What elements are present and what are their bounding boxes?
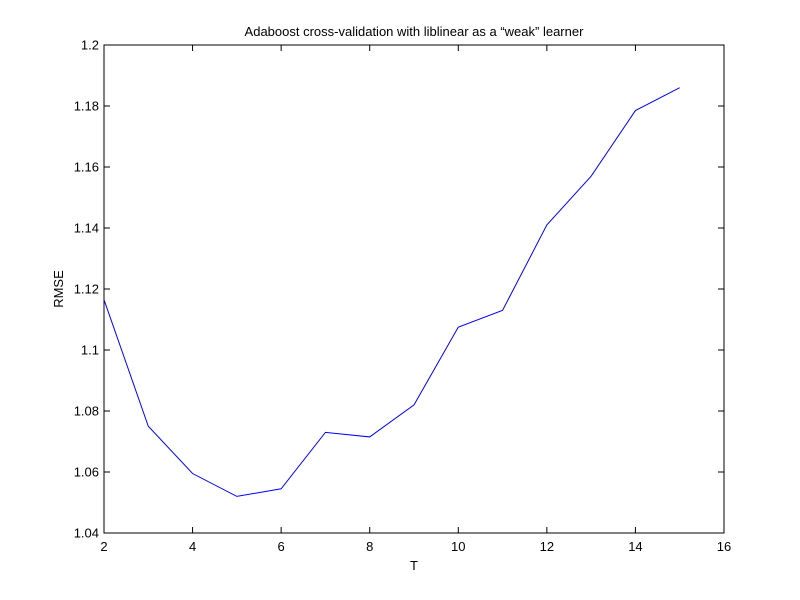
- chart-title: Adaboost cross-validation with liblinear…: [245, 24, 585, 39]
- y-tick-label: 1.12: [74, 282, 99, 297]
- series-layer: [103, 87, 680, 497]
- x-tick-label: 4: [189, 539, 196, 554]
- y-tick-label: 1.08: [74, 404, 99, 419]
- x-tick-label: 16: [717, 539, 731, 554]
- y-tick-label: 1.04: [74, 526, 99, 541]
- y-tick-label: 1.14: [74, 221, 99, 236]
- x-tick-label: 2: [100, 539, 107, 554]
- series-line: [103, 87, 680, 497]
- x-tick-label: 14: [628, 539, 642, 554]
- y-axis-ticks: 1.04 1.06 1.08 1.1 1.12 1.14 1.16 1.18 1.2: [74, 38, 724, 541]
- x-tick-label: 10: [451, 539, 465, 554]
- x-tick-label: 6: [278, 539, 285, 554]
- y-tick-label: 1.06: [74, 465, 99, 480]
- x-tick-label: 12: [540, 539, 554, 554]
- plot-area: [103, 44, 725, 534]
- x-tick-label: 8: [366, 539, 373, 554]
- x-axis-ticks: 2 4 6 8 10 12 14 16: [100, 45, 731, 554]
- y-tick-label: 1.18: [74, 99, 99, 114]
- y-tick-label: 1.16: [74, 160, 99, 175]
- y-tick-label: 1.1: [81, 343, 99, 358]
- y-tick-label: 1.2: [81, 38, 99, 53]
- x-axis-label: T: [410, 558, 418, 573]
- y-axis-label: RMSE: [51, 270, 66, 308]
